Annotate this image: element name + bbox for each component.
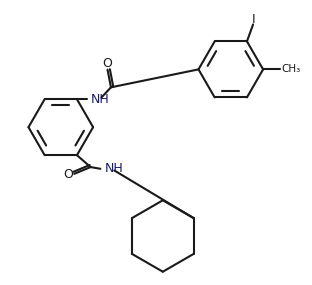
Text: O: O: [63, 168, 73, 181]
Text: O: O: [102, 57, 112, 70]
Text: NH: NH: [105, 162, 124, 175]
Text: NH: NH: [91, 93, 110, 106]
Text: CH₃: CH₃: [282, 64, 301, 74]
Text: I: I: [252, 13, 256, 26]
